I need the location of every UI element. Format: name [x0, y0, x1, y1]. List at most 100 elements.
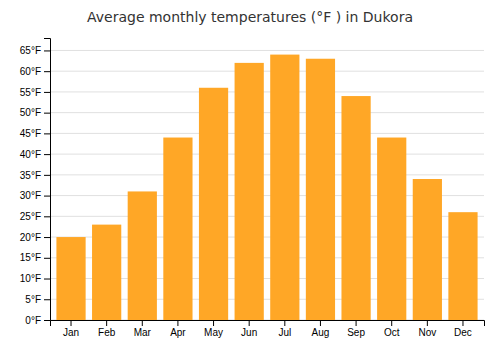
y-tick-label: 15°F: [20, 252, 41, 263]
y-tick-label: 50°F: [20, 107, 41, 118]
y-tick-mark: [44, 50, 50, 51]
x-tick-mark: [462, 320, 463, 326]
grid: [50, 50, 484, 320]
y-tick: 5°F: [25, 294, 50, 305]
y-tick: 30°F: [20, 190, 50, 201]
y-tick: 0°F: [25, 315, 50, 326]
x-tick-mark: [427, 320, 428, 326]
x-tick: May: [204, 320, 223, 338]
x-tick-label: Dec: [454, 327, 472, 338]
y-tick-label: 60°F: [20, 66, 41, 77]
y-tick-mark: [44, 113, 50, 114]
y-tick-mark: [44, 154, 50, 155]
x-tick-label: Aug: [312, 327, 330, 338]
y-tick-mark: [44, 71, 50, 72]
y-tick: 60°F: [20, 66, 50, 77]
x-axis: Jan Feb Mar Apr May Jun Jul Aug Sep Oct Nov Dec: [51, 320, 485, 338]
y-tick-label: 65°F: [20, 45, 41, 56]
grid-line: [50, 174, 484, 175]
grid-line: [50, 112, 484, 113]
x-tick-label: Nov: [418, 327, 436, 338]
y-tick-label: 20°F: [20, 232, 41, 243]
y-tick: 40°F: [20, 149, 50, 160]
y-tick: 55°F: [20, 87, 50, 98]
x-tick-label: Feb: [98, 327, 116, 338]
y-tick-mark: [44, 196, 50, 197]
x-tick-mark: [106, 320, 107, 326]
y-tick-label: 5°F: [25, 294, 41, 305]
bar: [341, 96, 370, 320]
y-tick-label: 25°F: [20, 211, 41, 222]
bar: [163, 138, 192, 320]
bar: [56, 237, 85, 320]
y-tick-mark: [44, 175, 50, 176]
x-tick-label: Oct: [384, 327, 400, 338]
x-tick: Dec: [454, 320, 472, 338]
x-tick-mark: [356, 320, 357, 326]
x-tick-mark: [284, 320, 285, 326]
y-tick-label: 30°F: [20, 190, 41, 201]
x-axis-line: [51, 321, 485, 327]
y-tick-mark: [44, 320, 50, 321]
x-tick-mark: [320, 320, 321, 326]
x-tick-label: Mar: [134, 327, 152, 338]
grid-line: [50, 91, 484, 92]
title: Average monthly temperatures (°F ) in Du…: [87, 9, 413, 25]
y-tick: 45°F: [20, 128, 50, 139]
grid-line: [50, 50, 484, 51]
y-axis-line: [44, 39, 51, 321]
x-tick: Sep: [347, 320, 365, 338]
y-tick-label: 0°F: [25, 315, 41, 326]
x-tick: Jul: [278, 320, 291, 338]
y-tick: 15°F: [20, 252, 50, 263]
y-tick: 65°F: [20, 45, 50, 56]
x-tick: Jun: [241, 320, 257, 338]
y-tick-mark: [44, 299, 50, 300]
y-tick-label: 55°F: [20, 87, 41, 98]
y-tick-label: 35°F: [20, 170, 41, 181]
x-tick: Feb: [98, 320, 116, 338]
y-tick-mark: [44, 258, 50, 259]
y-tick: 25°F: [20, 211, 50, 222]
x-tick-label: May: [204, 327, 223, 338]
y-axis: 0°F 5°F 10°F 15°F 20°F 25°F 30°F 35°F 40°F 45°F 50…: [20, 39, 51, 326]
x-tick: Jan: [63, 320, 79, 338]
bar: [413, 179, 442, 320]
grid-line: [50, 133, 484, 134]
x-tick: Apr: [170, 320, 186, 338]
y-tick-label: 45°F: [20, 128, 41, 139]
x-tick-mark: [391, 320, 392, 326]
grid-line: [50, 154, 484, 155]
y-tick-mark: [44, 92, 50, 93]
x-tick-mark: [249, 320, 250, 326]
x-tick-mark: [213, 320, 214, 326]
x-tick-mark: [142, 320, 143, 326]
bar: [270, 55, 299, 320]
bar: [377, 138, 406, 320]
y-tick: 10°F: [20, 273, 50, 284]
x-tick-label: Jan: [63, 327, 79, 338]
x-tick: Aug: [312, 320, 330, 338]
y-tick-mark: [44, 133, 50, 134]
marks: [56, 55, 477, 320]
y-tick-label: 10°F: [20, 273, 41, 284]
bar: [92, 225, 121, 320]
x-tick-label: Sep: [347, 327, 365, 338]
x-tick: Nov: [418, 320, 436, 338]
bar: [199, 88, 228, 320]
plot: 0°F 5°F 10°F 15°F 20°F 25°F 30°F 35°F 40°F 45°F 50…: [20, 39, 485, 339]
y-tick-mark: [44, 216, 50, 217]
y-tick-mark: [44, 237, 50, 238]
x-tick-mark: [177, 320, 178, 326]
x-tick: Mar: [134, 320, 152, 338]
bar: [448, 212, 477, 320]
bar: [235, 63, 264, 320]
x-tick-label: Jun: [241, 327, 257, 338]
bar: [128, 191, 157, 320]
x-tick-label: Apr: [170, 327, 186, 338]
x-tick-mark: [71, 320, 72, 326]
grid-line: [50, 71, 484, 72]
y-tick-mark: [44, 279, 50, 280]
y-tick: 20°F: [20, 232, 50, 243]
y-tick: 35°F: [20, 170, 50, 181]
